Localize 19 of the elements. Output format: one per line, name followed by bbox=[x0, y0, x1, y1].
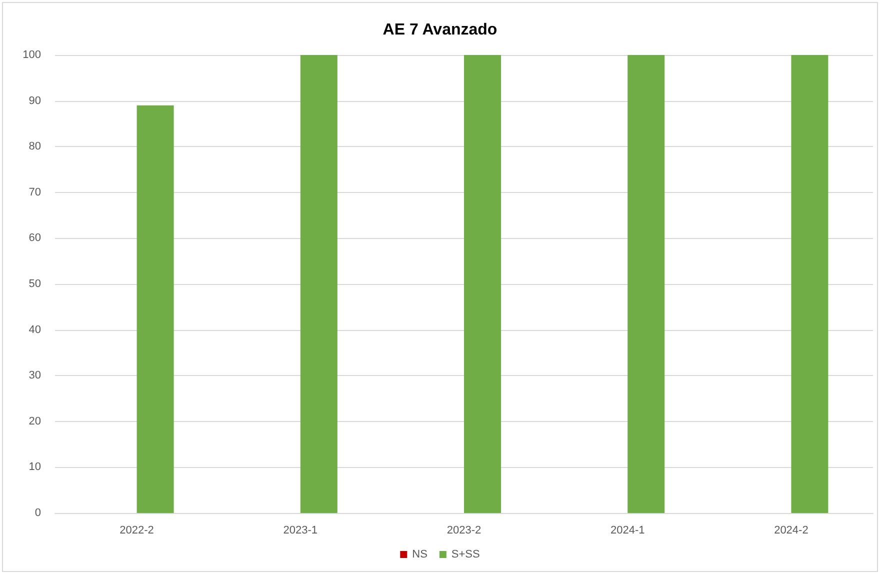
y-tick-label: 100 bbox=[22, 49, 41, 61]
legend-label: NS bbox=[412, 548, 428, 560]
y-tick-label: 60 bbox=[28, 232, 41, 244]
x-tick-label: 2022-2 bbox=[120, 524, 154, 536]
y-tick-label: 80 bbox=[28, 140, 41, 153]
y-tick-label: 40 bbox=[28, 324, 41, 336]
chart-title: AE 7 Avanzado bbox=[382, 22, 498, 38]
y-tick-label: 30 bbox=[28, 370, 41, 382]
y-tick-label: 20 bbox=[28, 415, 41, 428]
y-tick-label: 90 bbox=[28, 94, 41, 107]
legend-label: S+SS bbox=[451, 548, 480, 560]
x-tick-label: 2024-1 bbox=[610, 524, 645, 536]
x-tick-label: 2023-1 bbox=[283, 524, 318, 536]
y-tick-label: 0 bbox=[34, 507, 41, 519]
y-tick-label: 50 bbox=[28, 278, 41, 290]
y-tick-label: 10 bbox=[28, 461, 41, 474]
y-tick-label: 70 bbox=[28, 186, 41, 198]
x-tick-label: 2023-2 bbox=[446, 524, 482, 536]
x-tick-label: 2024-2 bbox=[774, 524, 808, 536]
